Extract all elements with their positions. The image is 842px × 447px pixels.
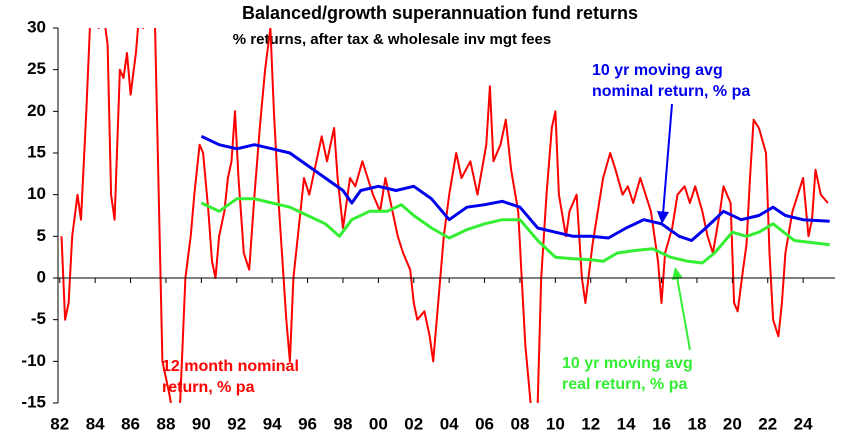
y-tick-label: 20 <box>27 101 46 120</box>
y-tick-label: 10 <box>27 184 46 203</box>
annotation: 10 yr moving avg <box>592 62 723 79</box>
annotation: real return, % pa <box>562 376 687 393</box>
y-tick-label: 30 <box>27 17 46 36</box>
y-tick-label: 0 <box>37 267 46 286</box>
x-tick-label: 88 <box>157 414 176 433</box>
plot-area <box>60 28 830 403</box>
x-tick-label: 22 <box>758 414 777 433</box>
x-tick-label: 86 <box>121 414 140 433</box>
x-tick-label: 82 <box>50 414 69 433</box>
y-tick-label: 5 <box>37 226 46 245</box>
x-tick-label: 02 <box>404 414 423 433</box>
annotation: return, % pa <box>162 379 255 396</box>
x-tick-label: 04 <box>440 414 459 433</box>
y-tick-label: -5 <box>31 309 46 328</box>
x-tick-label: 90 <box>192 414 211 433</box>
x-tick-label: 24 <box>794 414 813 433</box>
x-tick-label: 12 <box>581 414 600 433</box>
arrow <box>662 103 673 215</box>
chart-title: Balanced/growth superannuation fund retu… <box>242 3 638 23</box>
arrow <box>676 276 691 351</box>
y-tick-label: 25 <box>27 59 46 78</box>
annotation: 10 yr moving avg <box>562 355 693 372</box>
x-tick-label: 10 <box>546 414 565 433</box>
x-tick-label: 16 <box>652 414 671 433</box>
series-line <box>200 134 830 242</box>
x-tick-label: 92 <box>227 414 246 433</box>
chart-subtitle: % returns, after tax & wholesale inv mgt… <box>233 31 551 48</box>
x-tick-label: 14 <box>617 414 636 433</box>
y-tick-label: 15 <box>27 142 46 161</box>
y-tick-label: -10 <box>21 351 46 370</box>
x-tick-label: 20 <box>723 414 742 433</box>
x-tick-label: 94 <box>263 414 282 433</box>
x-tick-label: 06 <box>475 414 494 433</box>
annotation: nominal return, % pa <box>592 83 750 100</box>
x-tick-label: 18 <box>687 414 706 433</box>
x-tick-label: 96 <box>298 414 317 433</box>
x-tick-label: 00 <box>369 414 388 433</box>
x-tick-label: 08 <box>510 414 529 433</box>
arrowhead <box>657 211 669 224</box>
series-line <box>200 197 830 265</box>
y-tick-label: -15 <box>21 392 46 411</box>
annotation: 12 month nominal <box>162 358 299 375</box>
x-tick-label: 84 <box>86 414 105 433</box>
arrowhead <box>672 267 683 280</box>
x-tick-label: 98 <box>333 414 352 433</box>
